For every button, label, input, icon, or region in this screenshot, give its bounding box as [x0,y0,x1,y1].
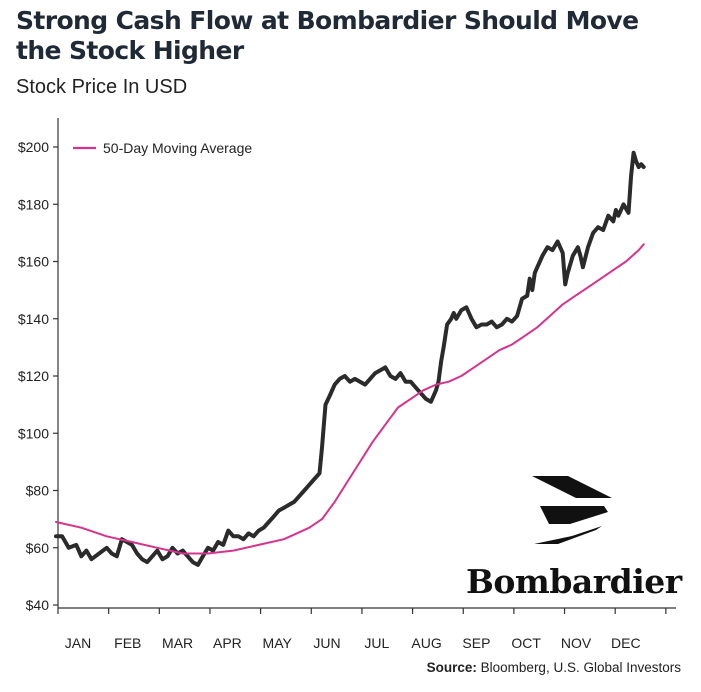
x-tick-label: MAY [263,635,293,651]
y-tick-label: $60 [26,540,50,556]
y-tick-label: $40 [26,597,50,613]
x-tick-label: JAN [65,635,91,651]
x-tick-label: OCT [511,635,541,651]
bombardier-wing-icon [532,476,612,544]
x-tick-label: NOV [561,635,592,651]
x-tick-label: FEB [114,635,141,651]
source-text: Bloomberg, U.S. Global Investors [476,660,681,675]
chart-axes: $40 $60 $80 $100 $120 $140 $160 $180 $200 JAN FEB M… [18,118,676,651]
y-tick-label: $160 [18,254,49,270]
y-tick-label: $100 [18,425,49,441]
source-note: Source: Bloomberg, U.S. Global Investors [427,660,681,675]
bombardier-logo-text: Bombardier [466,562,682,601]
chart-series [54,150,646,567]
x-tick-label: MAR [162,635,193,651]
chart-legend: 50-Day Moving Average [73,140,252,156]
x-tick-label: JUN [313,635,340,651]
x-tick-label: JUL [364,635,389,651]
moving-average-line [55,243,645,555]
y-tick-label: $120 [18,368,49,384]
x-tick-label: SEP [462,635,490,651]
stock-price-line [54,150,646,567]
y-tick-label: $140 [18,311,49,327]
y-tick-label: $80 [26,483,50,499]
y-tick-label: $200 [18,139,49,155]
source-label: Source: [426,660,477,675]
x-tick-label: DEC [611,635,641,651]
chart-title: Strong Cash Flow at Bombardier Should Mo… [16,6,639,65]
legend-label: 50-Day Moving Average [103,140,252,156]
chart-subtitle: Stock Price In USD [16,76,188,98]
x-tick-label: AUG [411,635,441,651]
y-tick-label: $180 [18,196,49,212]
x-tick-label: APR [213,635,242,651]
